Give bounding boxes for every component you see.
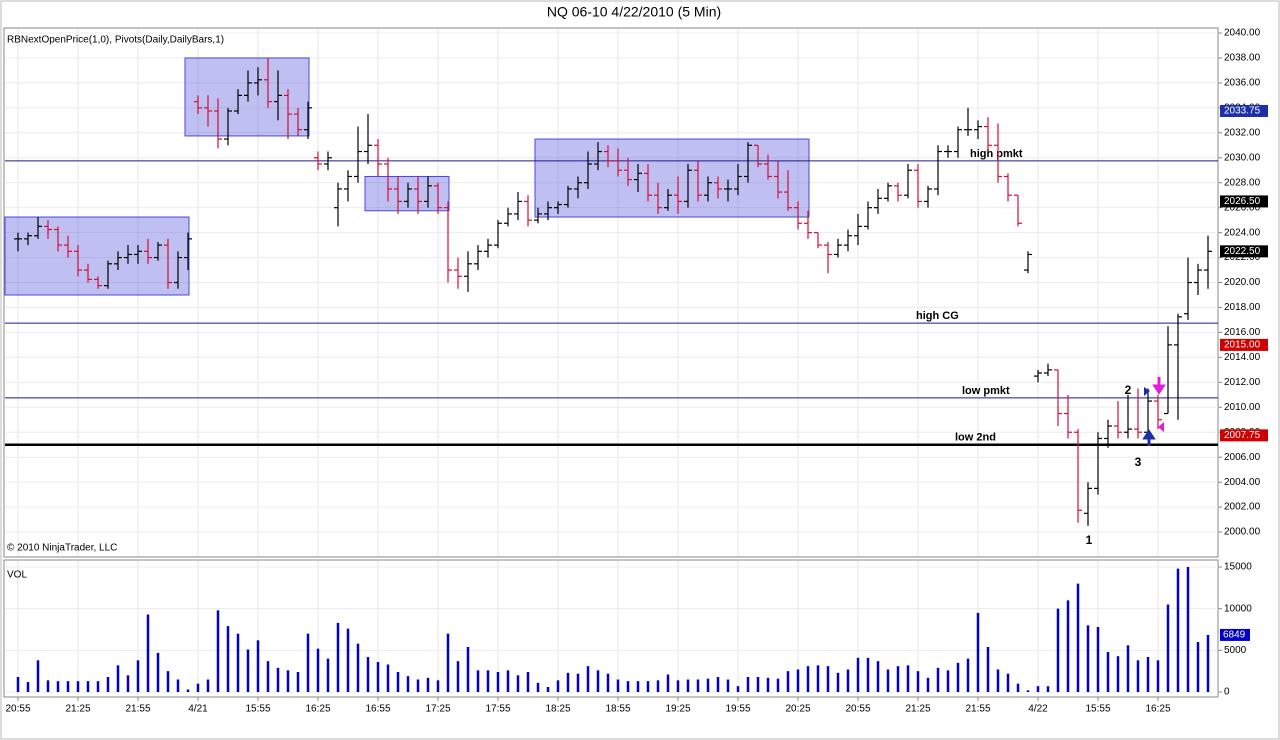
chart-title: NQ 06-10 4/22/2010 (5 Min) xyxy=(547,4,721,20)
y-tick-label: 2010.00 xyxy=(1224,402,1261,413)
y-tick-label: 2040.00 xyxy=(1224,28,1261,39)
y-tick-label: 10000 xyxy=(1224,603,1252,614)
x-tick-label: 21:25 xyxy=(65,704,90,715)
y-tick-label: 2030.00 xyxy=(1224,152,1261,163)
x-tick-label: 20:25 xyxy=(785,704,810,715)
price-marker xyxy=(1220,245,1268,258)
annotation: 3 xyxy=(1135,455,1142,469)
y-tick-label: 2002.00 xyxy=(1224,502,1261,513)
y-tick-label: 15000 xyxy=(1224,562,1252,573)
x-tick-label: 18:55 xyxy=(605,704,630,715)
price-marker-label: 2007.75 xyxy=(1224,430,1261,441)
price-marker xyxy=(1220,104,1268,117)
price-panel xyxy=(3,27,1219,558)
y-tick-label: 2006.00 xyxy=(1224,452,1261,463)
pivot-label: high CG xyxy=(916,310,959,322)
x-tick-label: 4/22 xyxy=(1028,704,1048,715)
x-tick-label: 16:25 xyxy=(1145,704,1170,715)
x-tick-label: 15:55 xyxy=(245,704,270,715)
price-marker-label: 2022.50 xyxy=(1224,246,1261,257)
y-tick-label: 2032.00 xyxy=(1224,127,1261,138)
x-tick-label: 21:55 xyxy=(125,704,150,715)
range-box xyxy=(534,138,810,218)
x-tick-label: 16:55 xyxy=(365,704,390,715)
buy-arrow xyxy=(1142,429,1156,446)
y-tick-label: 2000.00 xyxy=(1224,527,1261,538)
pivot-label: low 2nd xyxy=(955,432,996,444)
x-tick-label: 16:25 xyxy=(305,704,330,715)
x-tick-label: 18:25 xyxy=(545,704,570,715)
sell-arrow xyxy=(1152,377,1166,395)
range-box xyxy=(364,175,450,212)
indicator-label: RBNextOpenPrice(1,0), Pivots(Daily,Daily… xyxy=(7,35,224,46)
plot-layer: 20:55 21:25 21:55 4/21 15:55 16:25 16:55 17:25 1… xyxy=(4,28,1268,715)
y-tick-label: 2016.00 xyxy=(1224,327,1261,338)
y-tick-label: 2026.00 xyxy=(1224,202,1261,213)
y-tick-label: 2038.00 xyxy=(1224,53,1261,64)
y-tick-label: 0 xyxy=(1224,687,1230,698)
y-tick-label: 2024.00 xyxy=(1224,227,1261,238)
range-box xyxy=(4,216,190,296)
y-tick-label: 2012.00 xyxy=(1224,377,1261,388)
y-tick-label: 5000 xyxy=(1224,645,1247,656)
last-volume-label: 6849 xyxy=(1223,630,1246,641)
y-tick-label: 2036.00 xyxy=(1224,78,1261,89)
y-tick-label: 2004.00 xyxy=(1224,477,1261,488)
price-marker-label: 2033.75 xyxy=(1224,106,1261,117)
y-tick-label: 2014.00 xyxy=(1224,352,1261,363)
price-marker xyxy=(1220,195,1268,208)
signal-triangle xyxy=(1158,422,1164,432)
x-tick-label: 19:25 xyxy=(665,704,690,715)
x-tick-label: 17:25 xyxy=(425,704,450,715)
copyright: © 2010 NinjaTrader, LLC xyxy=(7,543,117,554)
y-tick-label: 2018.00 xyxy=(1224,302,1261,313)
range-box xyxy=(184,57,310,137)
x-tick-label: 21:55 xyxy=(965,704,990,715)
x-tick-label: 15:55 xyxy=(1085,704,1110,715)
last-volume-marker xyxy=(1220,628,1250,641)
pivot-label: high pmkt xyxy=(970,148,1023,160)
y-tick-label: 2028.00 xyxy=(1224,177,1261,188)
price-marker-label: 2026.50 xyxy=(1224,196,1261,207)
annotation: 1 xyxy=(1086,533,1093,547)
price-marker xyxy=(1220,429,1268,442)
x-tick-label: 19:55 xyxy=(725,704,750,715)
signal-triangle xyxy=(1144,387,1150,396)
price-marker-label: 2015.00 xyxy=(1224,340,1261,351)
y-tick-label: 2022.00 xyxy=(1224,252,1261,263)
x-tick-label: 21:25 xyxy=(905,704,930,715)
x-tick-label: 20:55 xyxy=(845,704,870,715)
x-tick-label: 17:55 xyxy=(485,704,510,715)
price-marker xyxy=(1220,338,1268,351)
x-tick-label: 20:55 xyxy=(5,704,30,715)
x-tick-label: 4/21 xyxy=(188,704,208,715)
pivot-label: low pmkt xyxy=(962,385,1010,397)
annotation: 2 xyxy=(1125,383,1132,397)
volume-title: VOL xyxy=(7,570,27,581)
y-tick-label: 2020.00 xyxy=(1224,277,1261,288)
volume-panel xyxy=(3,559,1219,698)
